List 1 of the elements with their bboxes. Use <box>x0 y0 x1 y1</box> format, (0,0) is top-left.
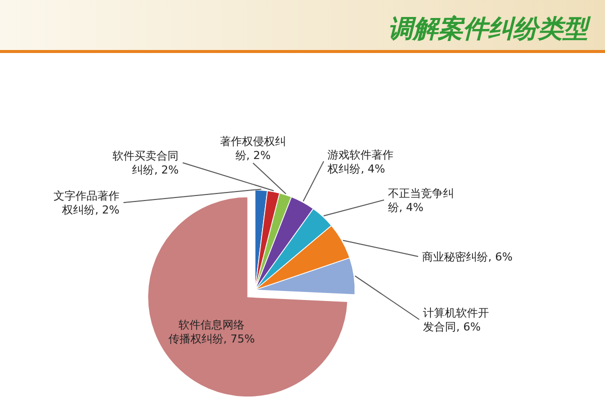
chart-title: 调解案件纠纷类型 <box>388 14 591 43</box>
